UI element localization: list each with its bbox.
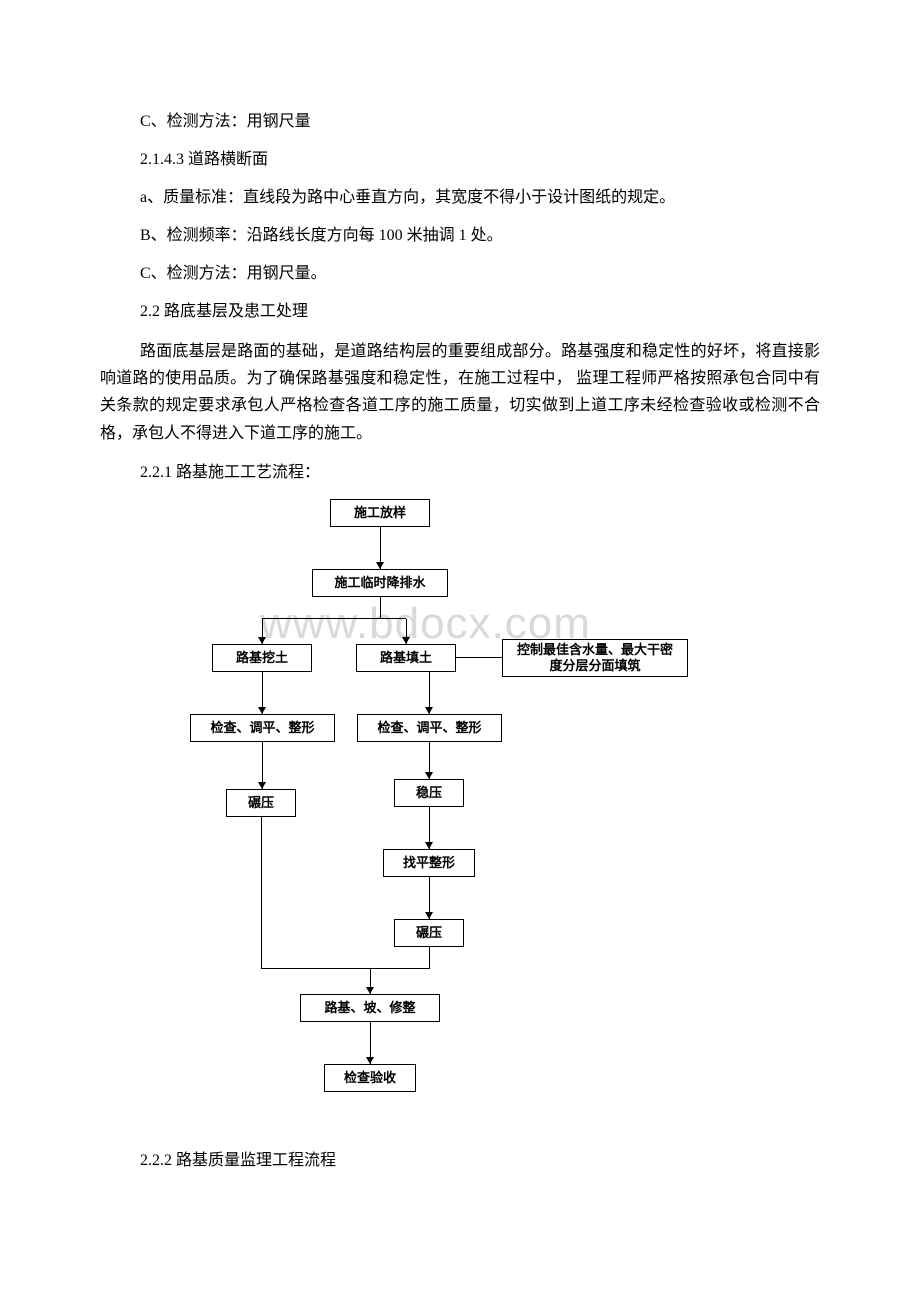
flowchart: www.bdocx.com 施工放样施工临时降排水路基挖土路基填土控制最佳含水量… <box>140 499 720 1129</box>
arrow-head-icon <box>366 987 374 994</box>
arrow-head-icon <box>258 782 266 789</box>
section-22: 2.2 路底基层及患工处理 <box>100 300 820 324</box>
flow-node: 稳压 <box>394 779 464 807</box>
flow-edge <box>261 817 262 969</box>
arrow-head-icon <box>376 562 384 569</box>
section-221: 2.2.1 路基施工工艺流程： <box>100 461 820 485</box>
arrow-head-icon <box>425 707 433 714</box>
text-line-b: B、检测频率：沿路线长度方向每 100 米抽调 1 处。 <box>100 224 820 248</box>
text-line-c2: C、检测方法：用钢尺量。 <box>100 262 820 286</box>
arrow-head-icon <box>425 772 433 779</box>
flow-edge <box>380 597 381 619</box>
section-2143: 2.1.4.3 道路横断面 <box>100 148 820 172</box>
flow-node: 路基挖土 <box>212 644 312 672</box>
flow-node: 碾压 <box>394 919 464 947</box>
flow-node: 检查验收 <box>324 1064 416 1092</box>
flow-node: 施工临时降排水 <box>312 569 448 597</box>
arrow-head-icon <box>425 842 433 849</box>
flow-node: 路基填土 <box>356 644 456 672</box>
flow-node: 路基、坡、修整 <box>300 994 440 1022</box>
arrow-head-icon <box>402 637 410 644</box>
flow-edge <box>261 968 429 969</box>
flow-node: 碾压 <box>226 789 296 817</box>
text-line-a: a、质量标准：直线段为路中心垂直方向，其宽度不得小于设计图纸的规定。 <box>100 186 820 210</box>
flow-edge <box>456 657 502 658</box>
arrow-head-icon <box>425 912 433 919</box>
flow-node: 找平整形 <box>383 849 475 877</box>
text-line-c1: C、检测方法：用钢尺量 <box>100 110 820 134</box>
flow-node: 检查、调平、整形 <box>190 714 335 742</box>
arrow-head-icon <box>258 707 266 714</box>
arrow-head-icon <box>366 1057 374 1064</box>
flow-node: 控制最佳含水量、最大干密度分层分面填筑 <box>502 639 688 677</box>
flow-edge <box>429 947 430 969</box>
flow-node: 检查、调平、整形 <box>357 714 502 742</box>
document-page: C、检测方法：用钢尺量 2.1.4.3 道路横断面 a、质量标准：直线段为路中心… <box>0 0 920 1227</box>
arrow-head-icon <box>258 637 266 644</box>
section-222: 2.2.2 路基质量监理工程流程 <box>100 1149 820 1173</box>
flow-node: 施工放样 <box>330 499 430 527</box>
paragraph-body: 路面底基层是路面的基础，是道路结构层的重要组成部分。路基强度和稳定性的好坏，将直… <box>100 338 820 447</box>
flow-edge <box>262 618 406 619</box>
